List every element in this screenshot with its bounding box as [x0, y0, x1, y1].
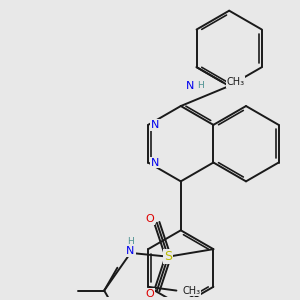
- Text: N: N: [151, 120, 159, 130]
- Text: O: O: [145, 214, 154, 224]
- Text: N: N: [151, 158, 159, 167]
- Text: S: S: [164, 250, 172, 263]
- Text: H: H: [197, 81, 204, 90]
- Text: CH₃: CH₃: [226, 77, 244, 87]
- Text: O: O: [145, 289, 154, 299]
- Text: CH₃: CH₃: [182, 286, 200, 296]
- Text: N: N: [186, 81, 194, 91]
- Text: N: N: [126, 246, 135, 256]
- Text: H: H: [127, 237, 134, 246]
